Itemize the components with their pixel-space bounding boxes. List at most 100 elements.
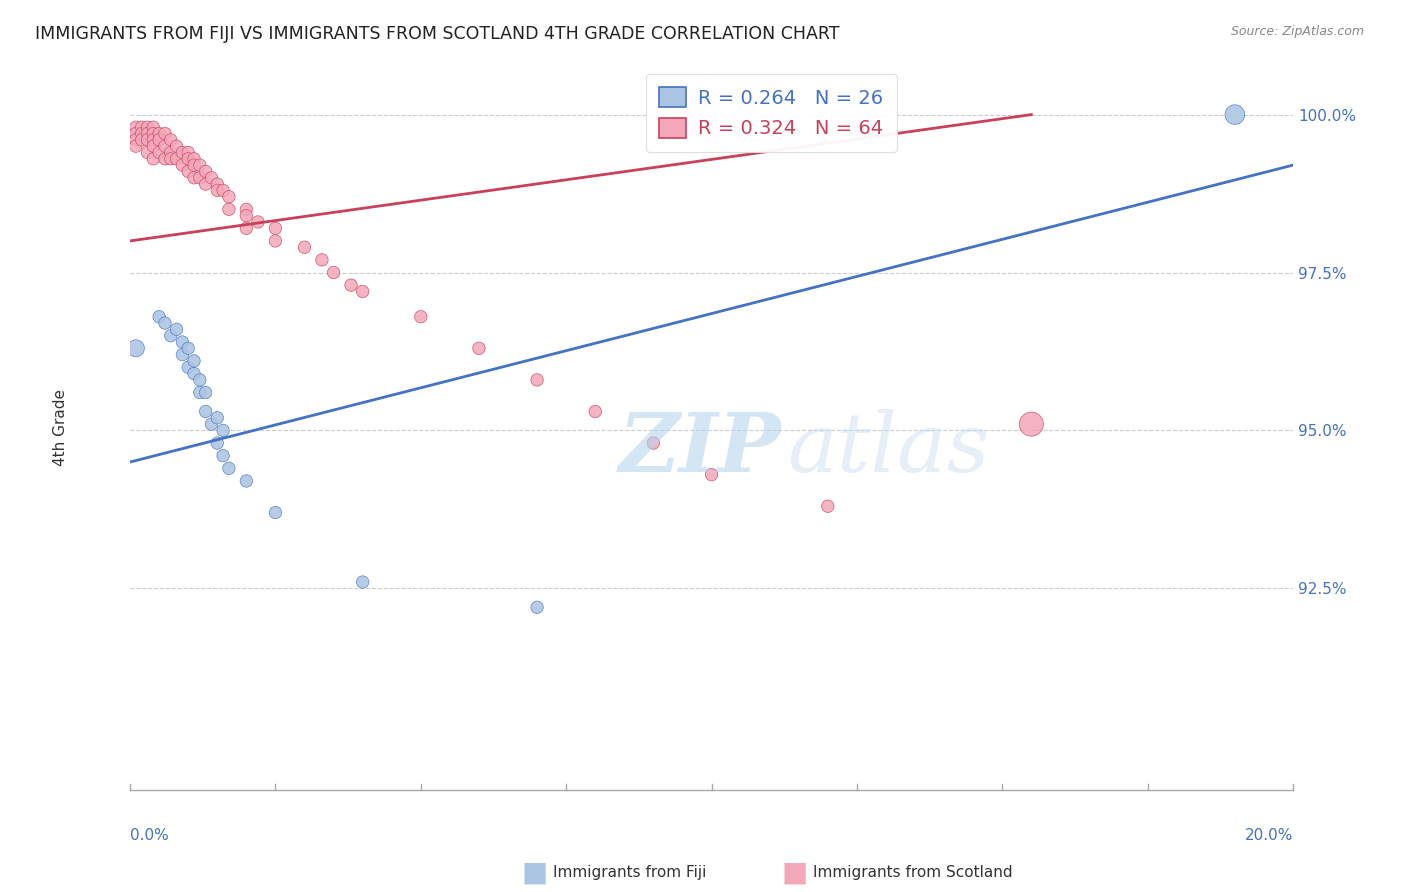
Point (212, 183, 235, 197)
Point (148, 310, 170, 324)
Point (131, 120, 153, 135)
Point (200, 417, 222, 431)
Point (177, 152, 200, 166)
Text: 4th Grade: 4th Grade (53, 389, 67, 466)
Point (246, 215, 269, 229)
Point (264, 234, 287, 248)
Point (172, 334, 194, 349)
Point (142, 152, 165, 166)
Point (172, 348, 194, 362)
Legend: R = 0.264   N = 26, R = 0.324   N = 64: R = 0.264 N = 26, R = 0.324 N = 64 (645, 74, 897, 152)
Point (212, 424, 235, 438)
Point (264, 221, 287, 235)
Point (235, 209, 257, 223)
Point (131, 127, 153, 141)
Point (166, 322, 188, 336)
Point (200, 170, 222, 185)
Point (207, 177, 229, 191)
Point (136, 145, 159, 160)
Point (188, 158, 211, 172)
Point (183, 158, 205, 172)
Point (194, 404, 217, 418)
Point (188, 170, 211, 185)
Point (218, 190, 240, 204)
Point (194, 385, 217, 400)
Point (194, 177, 217, 191)
Point (352, 285, 374, 299)
Point (136, 120, 159, 135)
Text: ZIP: ZIP (619, 409, 782, 489)
Point (125, 120, 148, 135)
Point (148, 127, 170, 141)
Point (207, 410, 229, 425)
Point (218, 202, 240, 217)
Point (131, 133, 153, 147)
Point (153, 316, 176, 330)
Text: 20.0%: 20.0% (1244, 829, 1294, 843)
Point (235, 202, 257, 217)
Text: ■: ■ (522, 858, 547, 887)
Point (700, 467, 723, 482)
Point (142, 133, 165, 147)
Point (183, 170, 205, 185)
Point (153, 127, 176, 141)
Point (153, 152, 176, 166)
Point (207, 436, 229, 450)
Point (159, 133, 181, 147)
Point (294, 240, 316, 254)
Point (322, 266, 344, 280)
Point (148, 145, 170, 160)
Point (1021, 417, 1043, 431)
Point (1223, 107, 1246, 121)
Point (148, 133, 170, 147)
Point (142, 127, 165, 141)
Point (166, 152, 188, 166)
Point (142, 120, 165, 135)
Point (125, 139, 148, 153)
Text: Source: ZipAtlas.com: Source: ZipAtlas.com (1230, 25, 1364, 38)
Point (468, 341, 491, 355)
Point (235, 474, 257, 488)
Point (207, 183, 229, 197)
Point (183, 367, 205, 381)
Point (183, 152, 205, 166)
Point (340, 278, 363, 293)
Point (352, 575, 374, 590)
Point (188, 373, 211, 387)
Point (125, 341, 148, 355)
Point (177, 360, 200, 375)
Point (142, 139, 165, 153)
Point (409, 310, 432, 324)
Text: Immigrants from Fiji: Immigrants from Fiji (553, 865, 706, 880)
Point (235, 221, 257, 235)
Point (817, 500, 839, 514)
Point (183, 354, 205, 368)
Point (264, 506, 287, 520)
Point (159, 328, 181, 343)
Point (125, 127, 148, 141)
Point (212, 449, 235, 463)
Point (194, 164, 217, 178)
Point (177, 341, 200, 355)
Point (643, 436, 665, 450)
Point (136, 127, 159, 141)
Point (153, 139, 176, 153)
Point (159, 145, 181, 160)
Point (526, 600, 548, 615)
Point (311, 252, 333, 267)
Point (583, 404, 606, 418)
Point (172, 145, 194, 160)
Point (125, 133, 148, 147)
Point (136, 133, 159, 147)
Point (188, 385, 211, 400)
Text: 0.0%: 0.0% (131, 829, 169, 843)
Point (159, 152, 181, 166)
Point (526, 373, 548, 387)
Point (218, 461, 240, 475)
Point (177, 145, 200, 160)
Text: ■: ■ (782, 858, 807, 887)
Point (172, 158, 194, 172)
Point (166, 139, 188, 153)
Text: atlas: atlas (787, 409, 990, 489)
Text: Immigrants from Scotland: Immigrants from Scotland (813, 865, 1012, 880)
